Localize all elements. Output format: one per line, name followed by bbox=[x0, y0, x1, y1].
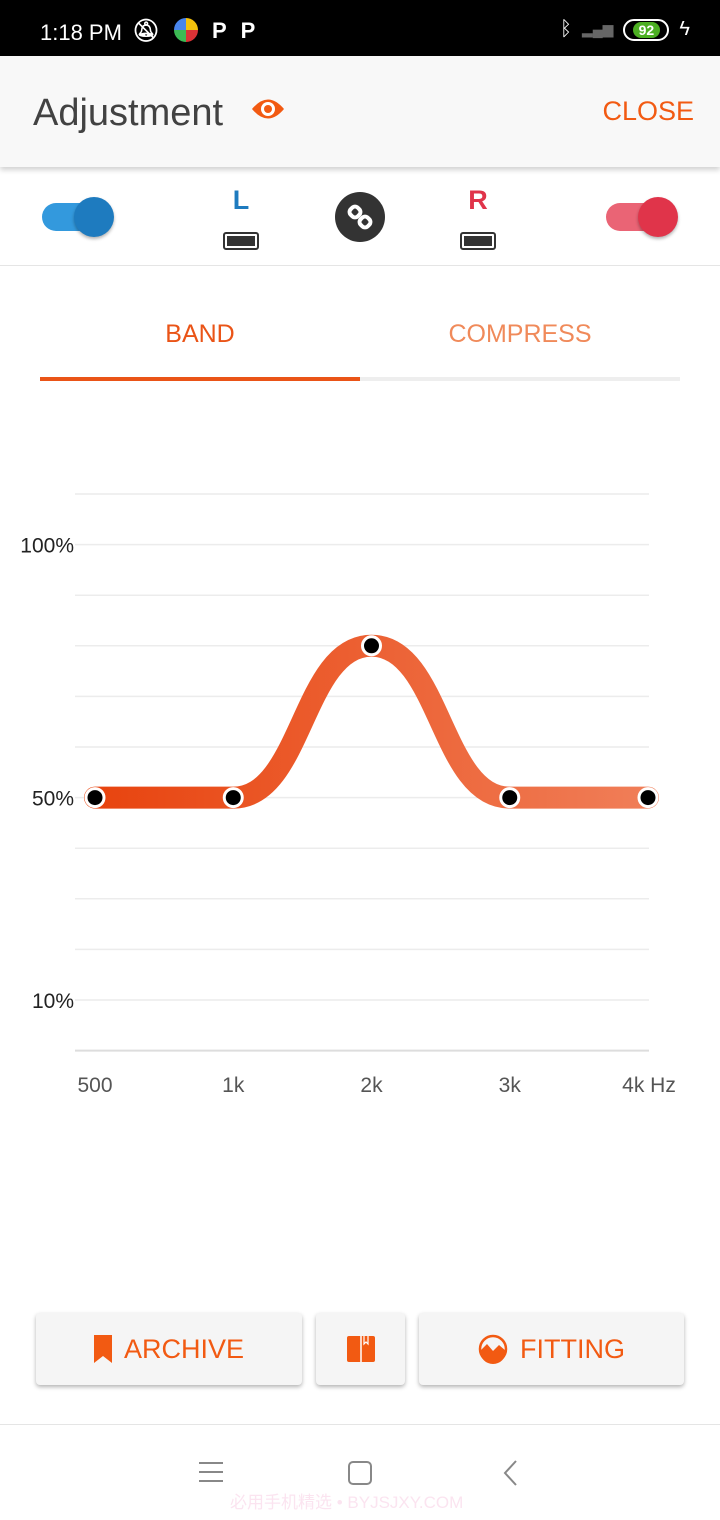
status-bar: 1:18 PM 🔕︎ P P ᛒ ▂▄▆ 92 ϟ bbox=[0, 0, 720, 56]
home-icon[interactable] bbox=[347, 1460, 373, 1486]
battery-icon: 92 bbox=[623, 18, 670, 41]
fitting-icon bbox=[478, 1334, 508, 1364]
watermark: 必用手机精选 • BYJSJXY.COM bbox=[230, 1493, 464, 1512]
left-toggle[interactable] bbox=[42, 197, 114, 237]
x-tick-label: 4k Hz bbox=[622, 1074, 676, 1097]
fitting-button[interactable]: FITTING bbox=[419, 1313, 684, 1385]
left-label: L bbox=[232, 185, 250, 215]
right-toggle[interactable] bbox=[606, 197, 678, 237]
band-point[interactable] bbox=[499, 787, 521, 809]
tab-bar: BAND COMPRESS bbox=[40, 300, 680, 381]
x-tick-label: 2k bbox=[360, 1074, 383, 1097]
band-point[interactable] bbox=[361, 635, 382, 657]
signal-icon: ▂▄▆ bbox=[581, 21, 614, 37]
mute-icon: 🔕︎ bbox=[132, 18, 160, 43]
app-icon bbox=[173, 18, 198, 42]
tab-compress[interactable]: COMPRESS bbox=[448, 320, 592, 348]
archive-label: ARCHIVE bbox=[123, 1333, 245, 1364]
tab-band[interactable]: BAND bbox=[165, 320, 235, 348]
charging-icon: ϟ bbox=[679, 18, 690, 40]
link-button[interactable] bbox=[335, 192, 385, 242]
tab-indicator bbox=[40, 377, 680, 381]
link-icon bbox=[347, 204, 373, 230]
band-point[interactable] bbox=[84, 787, 106, 809]
right-battery-icon bbox=[460, 232, 496, 250]
page-title: Adjustment bbox=[33, 92, 224, 134]
battery-level: 92 bbox=[632, 21, 661, 38]
band-chart[interactable]: 100% 50% 10% 500 1k 2k 3k 4k Hz bbox=[0, 470, 720, 1110]
close-button[interactable]: CLOSE bbox=[602, 96, 694, 126]
x-tick-label: 1k bbox=[222, 1074, 245, 1097]
fitting-label: FITTING bbox=[520, 1333, 625, 1364]
y-tick-label: 10% bbox=[32, 990, 74, 1013]
p-icon: P bbox=[240, 18, 256, 43]
x-tick-label: 3k bbox=[499, 1074, 522, 1097]
menu-icon[interactable] bbox=[198, 1461, 224, 1483]
back-icon[interactable] bbox=[502, 1459, 518, 1487]
y-tick-label: 50% bbox=[32, 788, 74, 811]
left-battery-icon bbox=[223, 232, 259, 250]
x-tick-label: 500 bbox=[77, 1074, 112, 1097]
band-point[interactable] bbox=[637, 787, 659, 809]
band-curve bbox=[84, 634, 659, 809]
system-nav-bar bbox=[0, 1424, 720, 1520]
y-tick-label: 100% bbox=[20, 535, 74, 558]
book-icon bbox=[346, 1336, 375, 1362]
band-point[interactable] bbox=[222, 787, 244, 809]
p-icon: P bbox=[211, 18, 227, 43]
eye-icon[interactable] bbox=[250, 96, 286, 122]
bluetooth-icon: ᛒ bbox=[559, 18, 572, 40]
app-bar: Adjustment CLOSE bbox=[0, 56, 720, 167]
manual-button[interactable] bbox=[316, 1313, 405, 1385]
archive-button[interactable]: ARCHIVE bbox=[36, 1313, 302, 1385]
device-row: L R bbox=[0, 167, 720, 266]
bookmark-icon bbox=[93, 1335, 112, 1363]
clock: 1:18 PM bbox=[40, 20, 122, 45]
right-label: R bbox=[468, 185, 488, 215]
